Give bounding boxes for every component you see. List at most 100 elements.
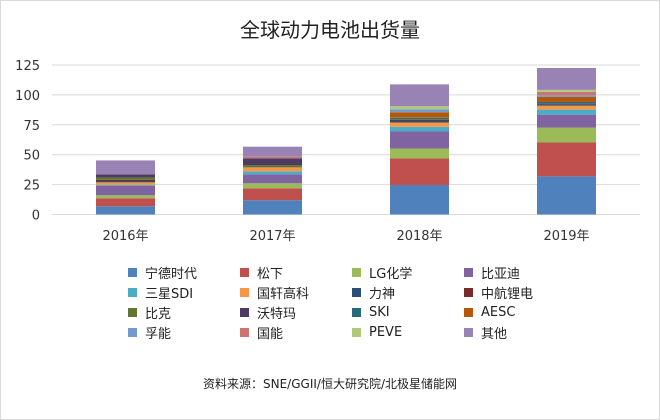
- bar-segment-14: [243, 156, 302, 159]
- legend-item: 中航锂电: [464, 284, 576, 302]
- bar-segment-16: [96, 160, 155, 175]
- bar-segment-15: [537, 89, 596, 92]
- legend-label: 力神: [369, 287, 396, 302]
- bar-segment-10: [390, 117, 449, 119]
- bar-segment-6: [96, 182, 155, 185]
- bar-segment-6: [390, 122, 449, 127]
- legend-item: 力神: [352, 284, 464, 302]
- bar-segment-2: [537, 142, 596, 177]
- legend-label: 国能: [257, 327, 284, 342]
- bar-segment-16: [390, 84, 449, 107]
- bar-segment-16: [537, 67, 596, 90]
- bar-segment-7: [390, 120, 449, 123]
- legend-label: 比亚迪: [481, 267, 521, 282]
- legend-label: SKI: [369, 305, 390, 320]
- bar-segment-1: [390, 184, 449, 215]
- legend-label: 三星SDI: [145, 287, 194, 302]
- legend-item: 国能: [240, 324, 352, 342]
- legend-item: 三星SDI: [128, 284, 240, 302]
- bar-segment-4: [537, 114, 596, 128]
- legend-swatch: [128, 328, 137, 337]
- bar-segment-3: [390, 148, 449, 159]
- bar-segment-13: [390, 109, 449, 113]
- bar-segment-2: [96, 198, 155, 207]
- chart-title: 全球动力电池出货量: [240, 18, 420, 42]
- bar-segment-3: [537, 127, 596, 143]
- legend-label: LG化学: [369, 267, 413, 282]
- legend-label: AESC: [481, 305, 516, 320]
- x-tick-label: 2016年: [102, 229, 148, 244]
- bar-segment-15: [390, 106, 449, 110]
- legend-item: 国轩高科: [240, 284, 352, 302]
- legend-swatch: [240, 268, 249, 277]
- bar-segment-2: [390, 158, 449, 185]
- legend-swatch: [464, 268, 473, 277]
- bar-segment-7: [537, 104, 596, 106]
- bar-segment-4: [243, 174, 302, 184]
- bar-segment-3: [96, 195, 155, 199]
- bar-segment-5: [537, 109, 596, 115]
- legend-item: 孚能: [128, 324, 240, 342]
- bar-segment-9: [243, 165, 302, 168]
- bar-segment-4: [96, 185, 155, 196]
- bar-segment-2: [243, 188, 302, 201]
- legend-item: 宁德时代: [128, 264, 240, 282]
- y-tick-label: 100: [15, 89, 40, 104]
- legend-item: 比亚迪: [464, 264, 576, 282]
- y-tick-label: 50: [23, 149, 40, 164]
- legend-swatch: [352, 268, 361, 277]
- bar-segment-1: [243, 200, 302, 215]
- legend-swatch: [128, 308, 137, 317]
- legend-label: PEVE: [369, 325, 403, 340]
- bar-segment-9: [96, 177, 155, 180]
- legend-item: 其他: [464, 324, 576, 342]
- legend-item: 沃特玛: [240, 304, 352, 322]
- bar-segment-7: [96, 181, 155, 183]
- legend-swatch: [352, 288, 361, 297]
- bar-segment-1: [96, 206, 155, 215]
- x-tick-label: 2018年: [396, 229, 442, 244]
- legend-item: 松下: [240, 264, 352, 282]
- legend-item: SKI: [352, 304, 464, 321]
- bar-segment-5: [390, 126, 449, 132]
- legend-swatch: [240, 288, 249, 297]
- legend-swatch: [128, 288, 137, 297]
- bar-segment-10: [96, 174, 155, 178]
- bar-segment-10: [243, 158, 302, 166]
- x-tick-label: 2019年: [543, 229, 589, 244]
- bar-segment-11: [390, 117, 449, 118]
- bar-segment-4: [390, 131, 449, 149]
- legend-label: 宁德时代: [145, 267, 198, 282]
- bar-segment-13: [537, 95, 596, 97]
- legend-swatch: [464, 288, 473, 297]
- legend-swatch: [352, 308, 361, 317]
- x-tick-label: 2017年: [249, 229, 295, 244]
- legend-item: LG化学: [352, 264, 464, 282]
- bar-segment-8: [537, 103, 596, 105]
- bar-segment-6: [243, 167, 302, 172]
- y-tick-label: 25: [23, 179, 40, 194]
- bar-segment-11: [537, 101, 596, 104]
- legend-label: 国轩高科: [257, 287, 310, 302]
- legend-swatch: [128, 268, 137, 277]
- legend-swatch: [240, 328, 249, 337]
- legend-item: PEVE: [352, 324, 464, 341]
- bar-segment-5: [96, 184, 155, 186]
- legend-label: 松下: [257, 267, 284, 282]
- bar-segment-9: [390, 118, 449, 120]
- legend-swatch: [464, 328, 473, 337]
- source-note: 资料来源：SNE/GGII/恒大研究院/北极星储能网: [203, 377, 457, 391]
- bar-segment-12: [390, 112, 449, 118]
- legend-swatch: [464, 308, 473, 317]
- y-tick-label: 125: [15, 59, 40, 74]
- legend-swatch: [240, 308, 249, 317]
- legend-swatch: [352, 328, 361, 337]
- legend-item: AESC: [464, 304, 576, 321]
- bar-segment-14: [537, 91, 596, 96]
- bar-segment-1: [537, 176, 596, 215]
- legend-label: 沃特玛: [257, 307, 297, 322]
- y-tick-label: 75: [23, 119, 40, 134]
- legend-item: 比克: [128, 304, 240, 322]
- bar-segment-16: [243, 146, 302, 157]
